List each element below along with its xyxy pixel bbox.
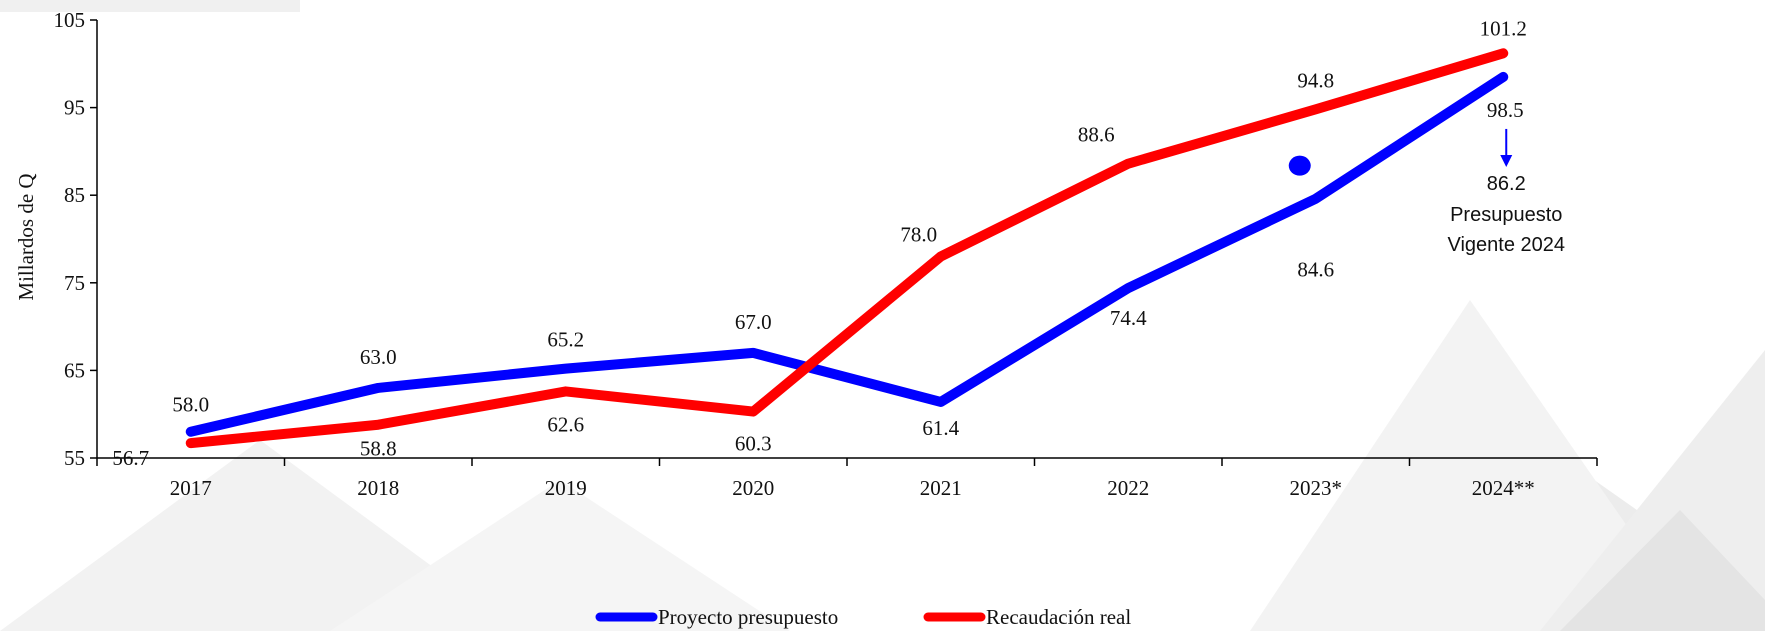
legend: Proyecto presupuesto Recaudación real bbox=[595, 605, 1131, 629]
y-tick-label: 75 bbox=[64, 271, 85, 295]
data-label: 88.6 bbox=[1078, 123, 1115, 147]
y-axis-ticks: 55 65 75 85 95 105 bbox=[54, 8, 97, 470]
x-tick-label: 2022 bbox=[1107, 476, 1149, 500]
data-label: 61.4 bbox=[922, 416, 959, 440]
data-label: 56.7 bbox=[112, 446, 149, 470]
data-label: 94.8 bbox=[1297, 68, 1334, 92]
x-tick-label: 2017 bbox=[170, 476, 212, 500]
data-label: 84.6 bbox=[1297, 258, 1334, 282]
data-label: 63.0 bbox=[360, 345, 397, 369]
x-tick-label: 2018 bbox=[357, 476, 399, 500]
y-tick-label: 55 bbox=[64, 446, 85, 470]
data-label: 74.4 bbox=[1110, 306, 1147, 330]
data-label: 58.8 bbox=[360, 437, 397, 461]
series-line-1 bbox=[185, 48, 1509, 449]
annotation-text: Vigente 2024 bbox=[1447, 234, 1565, 256]
x-tick-label: 2019 bbox=[545, 476, 587, 500]
x-tick-label: 2024** bbox=[1472, 476, 1535, 500]
data-labels: 58.0 63.0 65.2 67.0 61.4 74.4 84.6 98.5 56.7 58.8… bbox=[112, 16, 1527, 470]
series-lines bbox=[185, 48, 1509, 449]
y-tick-label: 85 bbox=[64, 183, 85, 207]
data-label: 58.0 bbox=[172, 393, 209, 417]
y-tick-label: 105 bbox=[54, 8, 86, 32]
series-line-0 bbox=[185, 71, 1509, 437]
y-tick-label: 65 bbox=[64, 358, 85, 382]
x-tick-label: 2021 bbox=[920, 476, 962, 500]
x-axis-ticks: 2017 2018 2019 2020 2021 2022 2023* 2024** bbox=[96, 458, 1598, 500]
data-label: 62.6 bbox=[547, 412, 584, 436]
y-axis-title: Millardos de Q bbox=[14, 173, 38, 300]
legend-label: Recaudación real bbox=[986, 605, 1131, 629]
data-label: 67.0 bbox=[735, 310, 772, 334]
data-label: 101.2 bbox=[1480, 16, 1527, 40]
data-label: 98.5 bbox=[1487, 98, 1524, 122]
annotation-text: Presupuesto bbox=[1450, 204, 1562, 226]
data-label: 60.3 bbox=[735, 432, 772, 456]
y-tick-label: 95 bbox=[64, 96, 85, 120]
data-label: 78.0 bbox=[900, 223, 937, 247]
data-label: 65.2 bbox=[547, 328, 584, 352]
extra-point-marker bbox=[1288, 155, 1311, 176]
annotation-value: 86.2 bbox=[1487, 173, 1526, 195]
x-tick-label: 2020 bbox=[732, 476, 774, 500]
x-tick-label: 2023* bbox=[1290, 476, 1343, 500]
chart-annotations: 86.2 Presupuesto Vigente 2024 bbox=[1288, 128, 1565, 256]
annotation-arrow-head bbox=[1500, 154, 1513, 167]
axes bbox=[96, 20, 1597, 459]
legend-label: Proyecto presupuesto bbox=[658, 605, 838, 629]
